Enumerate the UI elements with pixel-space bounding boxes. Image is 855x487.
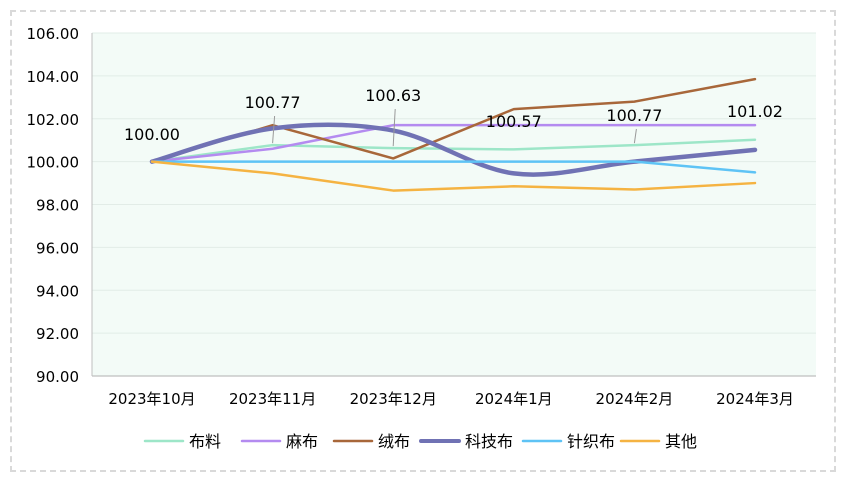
y-tick-label: 94.00 bbox=[36, 282, 79, 300]
data-label: 100.57 bbox=[486, 112, 542, 131]
y-tick-label: 104.00 bbox=[27, 68, 80, 86]
x-tick-label: 2023年11月 bbox=[229, 390, 316, 408]
legend: 布料 麻布 绒布 科技布 针织布 其他 bbox=[143, 432, 697, 451]
y-axis: 90.00 92.00 94.00 96.00 98.00 100.00 102.00 104… bbox=[27, 25, 93, 386]
legend-label: 其他 bbox=[665, 432, 697, 451]
y-tick-label: 100.00 bbox=[27, 154, 80, 172]
leader-line bbox=[633, 128, 637, 144]
legend-label: 绒布 bbox=[378, 432, 410, 451]
leader-line bbox=[392, 108, 396, 147]
data-label: 100.77 bbox=[606, 106, 662, 125]
data-label: 100.00 bbox=[124, 125, 180, 144]
chart-frame bbox=[10, 10, 836, 472]
legend-label: 麻布 bbox=[286, 432, 318, 451]
y-tick-label: 96.00 bbox=[36, 239, 79, 257]
y-tick-label: 92.00 bbox=[36, 325, 79, 343]
legend-label: 针织布 bbox=[567, 432, 615, 451]
data-labels: 100.00 100.77 100.63 100.57 100.77 101.02 bbox=[124, 86, 783, 147]
series-line bbox=[150, 160, 757, 174]
series-line bbox=[149, 122, 758, 177]
leader-line bbox=[272, 115, 276, 144]
series-line bbox=[150, 138, 757, 163]
y-tick-label: 102.00 bbox=[27, 111, 80, 129]
data-label: 100.77 bbox=[245, 93, 301, 112]
data-label: 101.02 bbox=[727, 102, 783, 121]
y-tick-label: 106.00 bbox=[27, 25, 80, 43]
x-axis: 2023年10月 2023年11月 2023年12月 2024年1月 2024年2月 20… bbox=[92, 375, 816, 408]
x-tick-label: 2024年3月 bbox=[716, 390, 794, 408]
x-tick-label: 2023年10月 bbox=[108, 390, 195, 408]
x-tick-label: 2023年12月 bbox=[350, 390, 437, 408]
x-tick-label: 2024年1月 bbox=[475, 390, 553, 408]
series-line bbox=[150, 160, 757, 192]
legend-label: 科技布 bbox=[465, 432, 513, 451]
legend-label: 布料 bbox=[189, 432, 221, 451]
y-tick-label: 90.00 bbox=[36, 368, 79, 386]
y-tick-label: 98.00 bbox=[36, 197, 79, 215]
series-line bbox=[150, 123, 757, 163]
series-lines bbox=[149, 77, 758, 192]
data-label: 100.63 bbox=[365, 86, 421, 105]
x-tick-label: 2024年2月 bbox=[596, 390, 674, 408]
